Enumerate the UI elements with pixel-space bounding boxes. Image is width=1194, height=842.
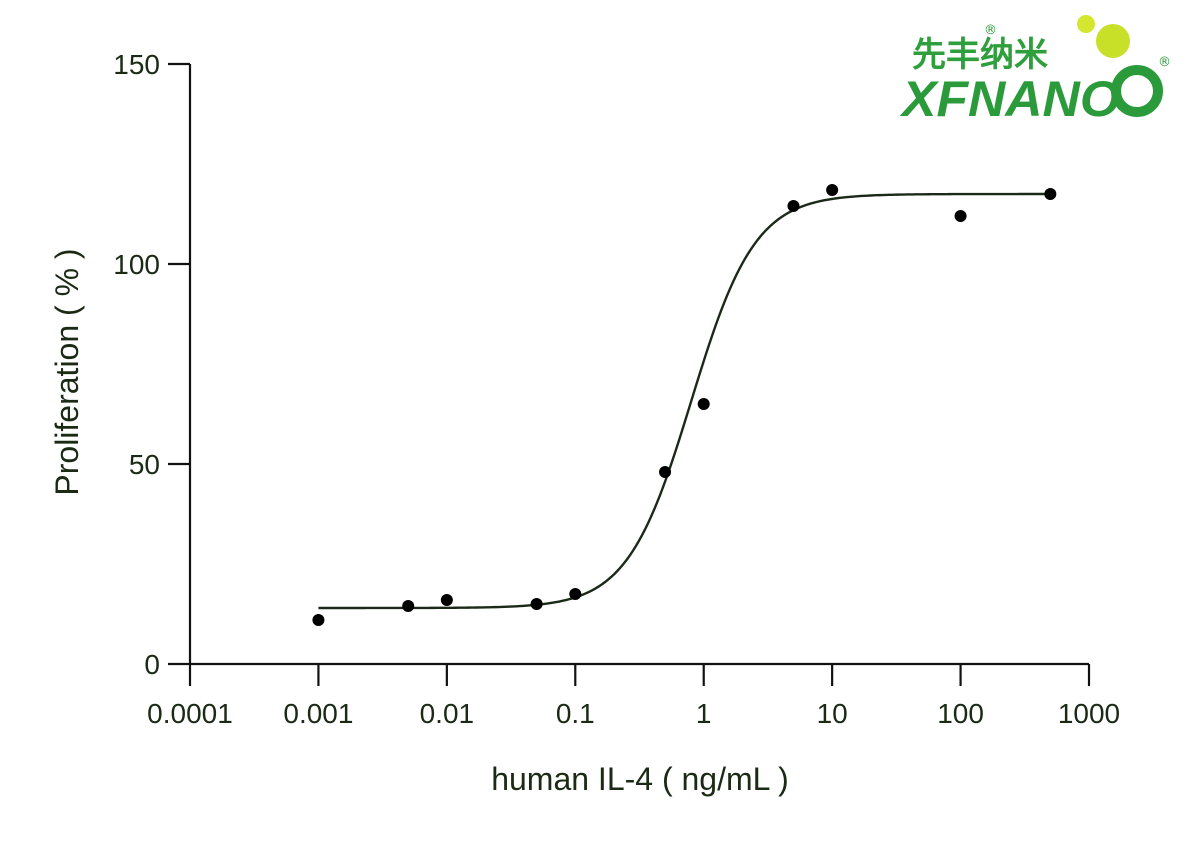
x-axis-title: human IL-4 ( ng/mL ) [491,761,789,797]
axes [188,64,1089,666]
logo-lime-dot-icon [1096,24,1130,58]
logo-chinese-text: 先丰纳米 [912,35,1048,75]
x-tick-label: 1 [696,698,712,729]
y-tick-label: 100 [113,249,160,280]
x-tick-label: 0.0001 [147,698,233,729]
logo-english-text: XFNANO [899,71,1120,127]
x-tick-label: 100 [937,698,984,729]
y-tick-label: 0 [144,649,160,680]
x-ticks: 0.0001 0.001 0.01 0.1 1 10 100 1000 [147,664,1120,729]
y-tick-label: 50 [129,449,160,480]
data-point [954,210,967,222]
data-point [1044,188,1057,200]
brand-logo: 先丰纳米 ® XFNANO ® [899,15,1171,127]
y-ticks: 0 50 100 150 [113,49,190,680]
x-tick-label: 0.001 [283,698,353,729]
data-points [312,184,1057,626]
data-point [440,594,453,606]
logo-ring-icon [1111,65,1163,117]
logo-small-dot-icon [1077,15,1095,33]
data-point [787,200,800,212]
fit-curve [318,192,1051,610]
data-point [530,598,543,610]
x-tick-label: 0.1 [556,698,595,729]
data-point [826,184,839,196]
data-point [659,466,672,478]
data-point [569,588,582,600]
y-tick-label: 150 [113,49,160,80]
y-axis-title: Proliferation ( % ) [49,248,85,495]
logo-registered-mark-cn: ® [984,23,997,38]
x-tick-label: 10 [817,698,848,729]
x-tick-label: 1000 [1058,698,1120,729]
data-point [312,614,325,626]
x-tick-label: 0.01 [420,698,475,729]
data-point [697,398,710,410]
data-point [402,600,415,612]
logo-registered-mark-en: ® [1158,55,1171,70]
